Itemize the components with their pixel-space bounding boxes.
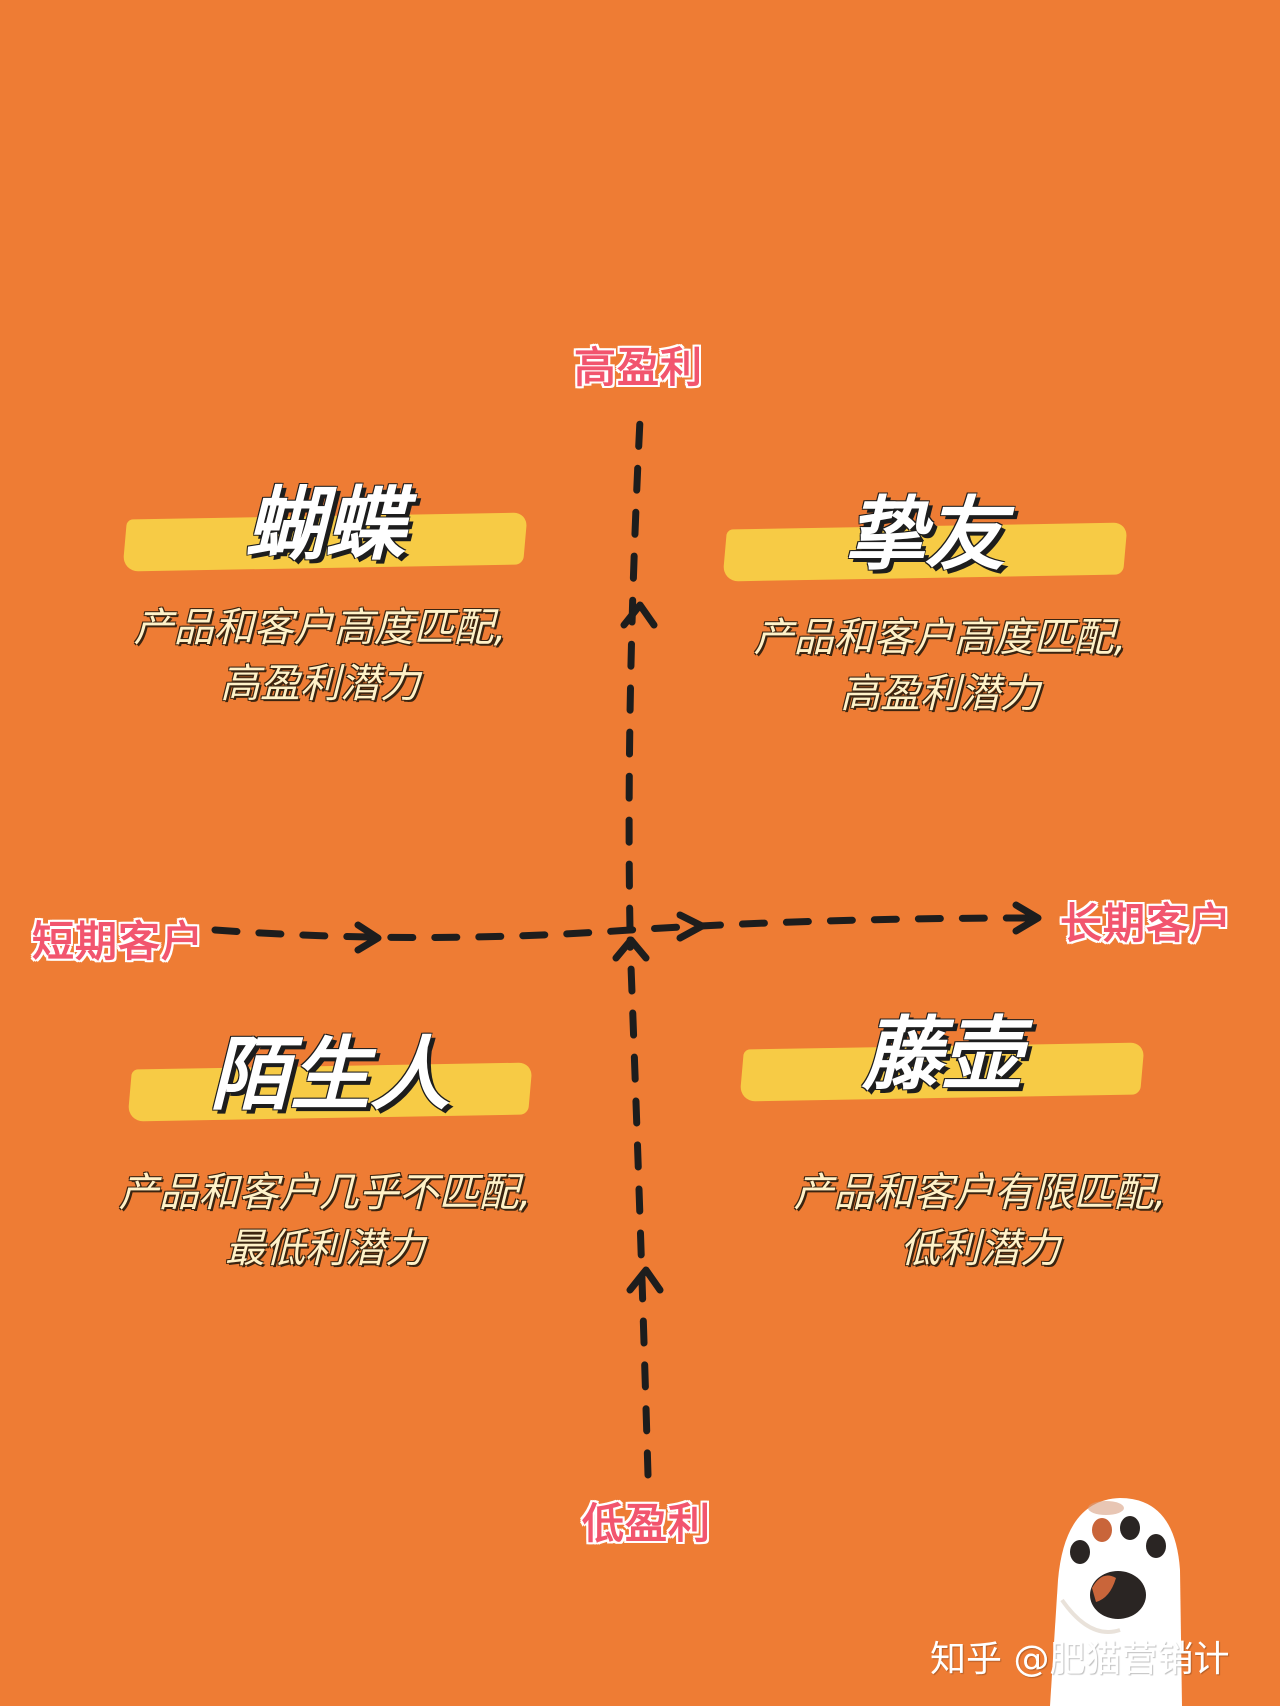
desc-line: 低利潜力 [900, 1226, 1060, 1272]
arrowhead-up-lower [626, 1266, 664, 1294]
desc-line: 高盈利潜力 [220, 661, 420, 707]
watermark: 知乎 @肥猫营销计 [930, 1639, 1230, 1680]
cat-paw-icon [1050, 1498, 1182, 1706]
vertical-axis-lower [626, 936, 652, 1479]
quadrant-title-bottom-right: 藤壶 [739, 1000, 1145, 1110]
quadrant-title-bottom-left: 陌生人 [127, 1020, 533, 1130]
quadrant-title-text: 藤壶 [862, 1008, 1022, 1101]
axis-label-top: 高盈利 [574, 343, 704, 392]
arrowhead-up-center [612, 936, 650, 962]
quadrant-desc-top-left: 产品和客户高度匹配, 高盈利潜力 [40, 600, 600, 712]
axis-label-right: 长期客户 [1060, 899, 1233, 948]
quadrant-desc-bottom-right: 产品和客户有限匹配, 低利潜力 [700, 1165, 1260, 1277]
desc-line: 产品和客户高度匹配, [133, 605, 507, 651]
axis-label-bottom: 低盈利 [582, 1499, 712, 1548]
desc-line: 高盈利潜力 [840, 671, 1040, 717]
desc-line: 产品和客户高度匹配, [753, 615, 1127, 661]
desc-line: 最低利潜力 [225, 1226, 425, 1272]
quadrant-desc-bottom-left: 产品和客户几乎不匹配, 最低利潜力 [45, 1165, 605, 1277]
quadrant-title-text: 蝴蝶 [245, 478, 405, 571]
quadrant-desc-top-right: 产品和客户高度匹配, 高盈利潜力 [660, 610, 1220, 722]
quadrant-title-top-left: 蝴蝶 [122, 470, 528, 580]
desc-line: 产品和客户有限匹配, [793, 1170, 1167, 1216]
axis-label-left: 短期客户 [32, 917, 205, 966]
quadrant-title-top-right: 挚友 [722, 480, 1128, 590]
arrowhead-right-end [1012, 901, 1042, 935]
desc-line: 产品和客户几乎不匹配, [118, 1170, 532, 1216]
quadrant-title-text: 陌生人 [210, 1028, 450, 1121]
vertical-axis-upper [625, 416, 644, 934]
arrowhead-up-upper [620, 601, 658, 629]
quadrant-title-text: 挚友 [845, 488, 1005, 581]
arrowhead-right-center [676, 911, 706, 942]
horizontal-axis [211, 914, 1034, 941]
arrowhead-right-left [354, 921, 382, 954]
